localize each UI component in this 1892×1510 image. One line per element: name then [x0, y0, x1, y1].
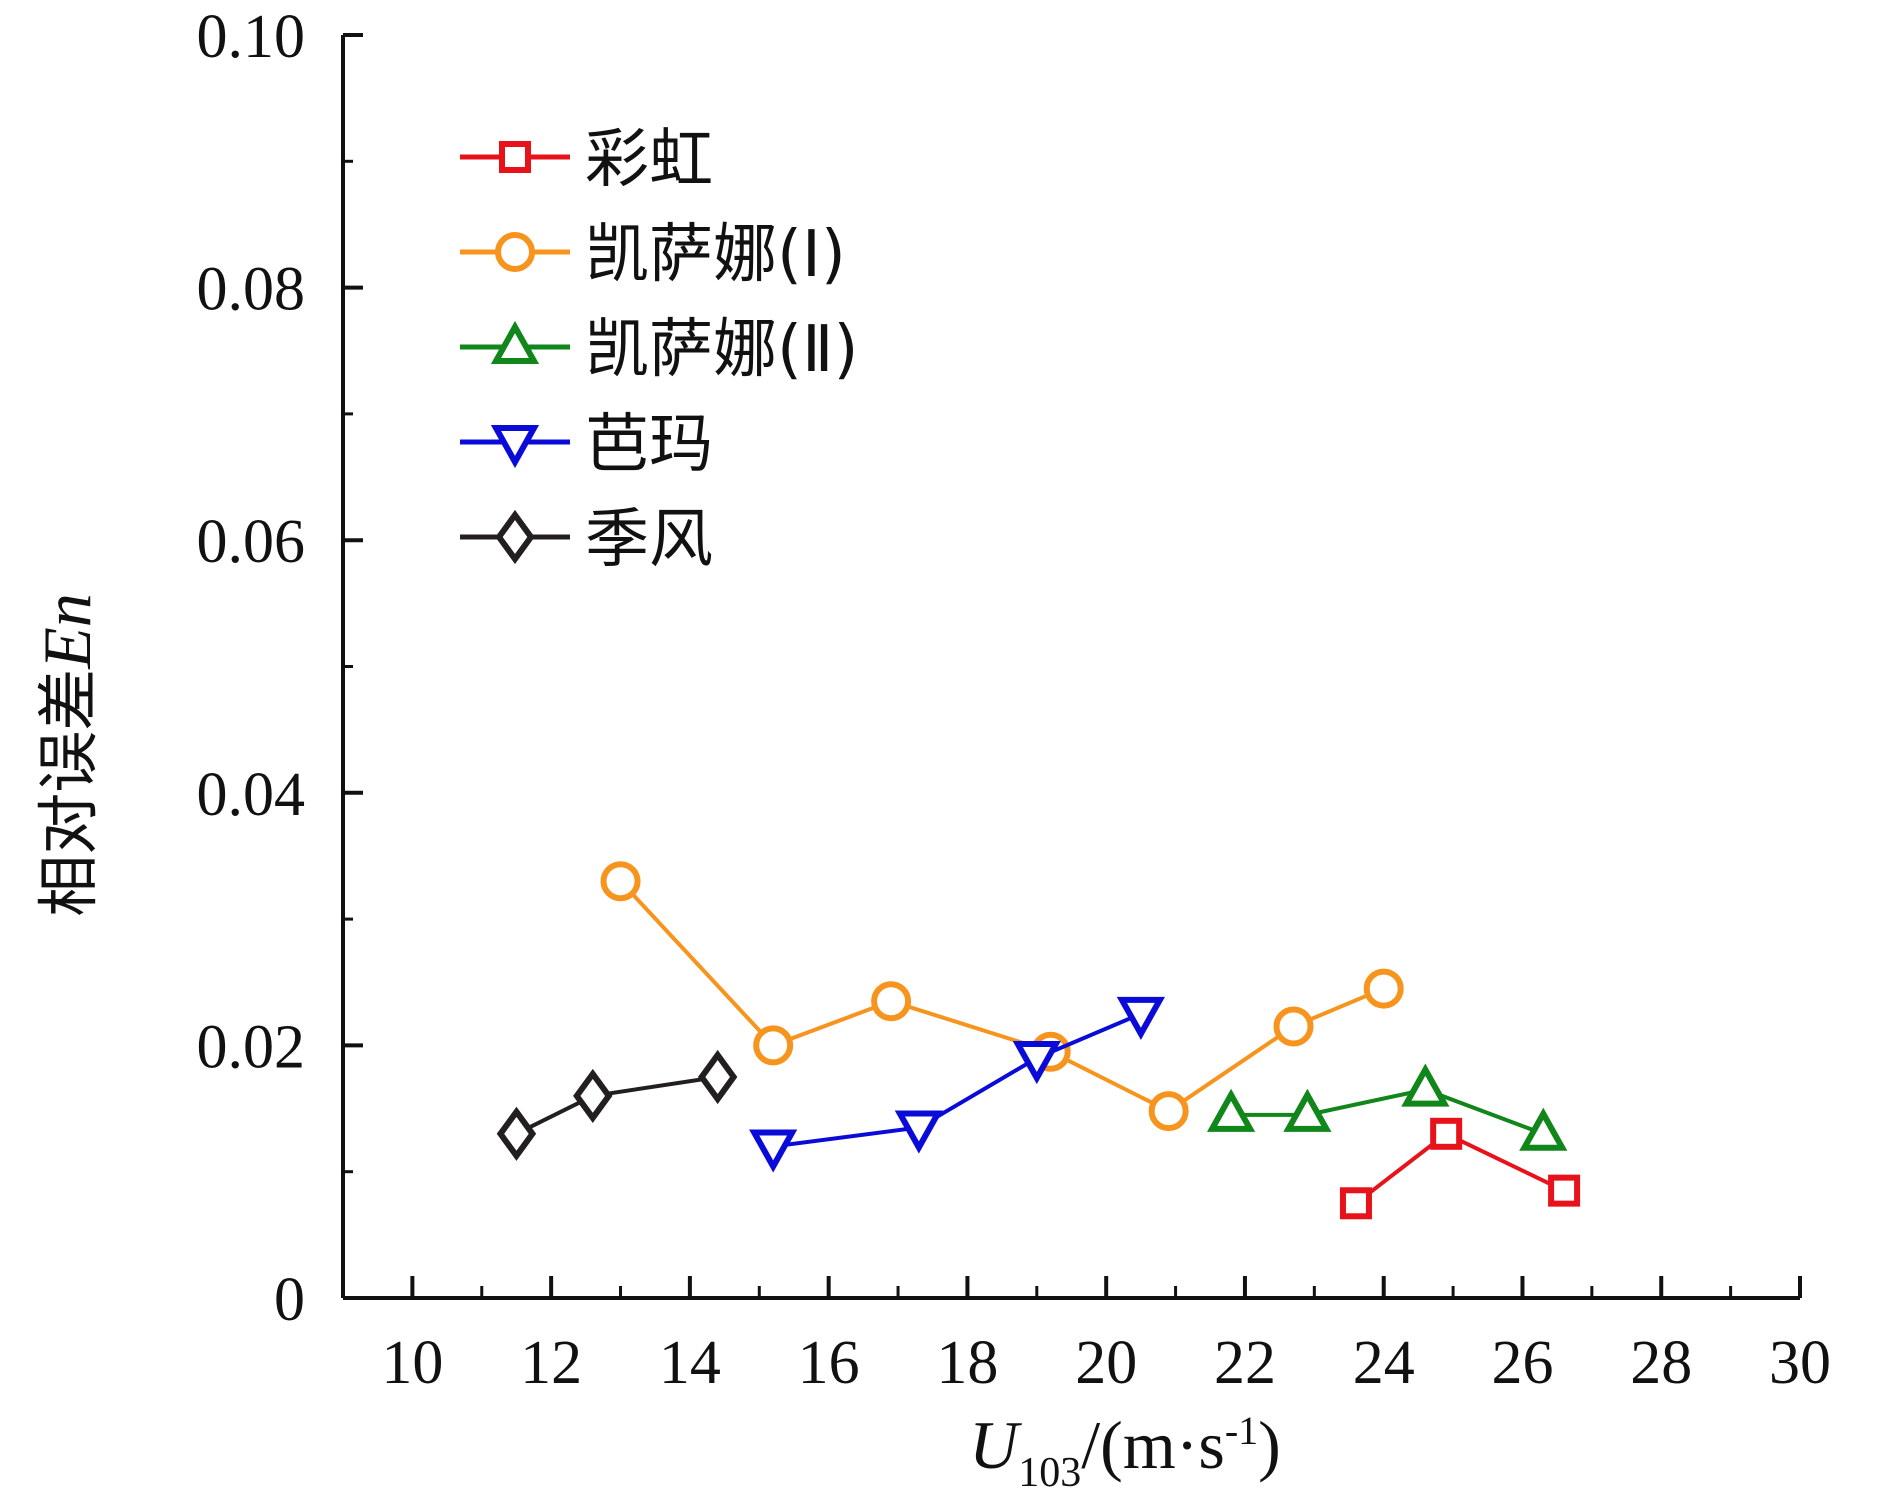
data-point [749, 1129, 798, 1173]
x-tick-label: 28 [1630, 1329, 1692, 1397]
legend-label: 凯萨娜(Ⅱ) [585, 313, 858, 387]
y-axis-title-text: 相对误差 [36, 669, 104, 917]
series-3 [749, 996, 1165, 1173]
data-point [1519, 1107, 1568, 1151]
legend-label: 芭玛 [585, 408, 713, 482]
x-tick-label: 20 [1075, 1329, 1137, 1397]
axes [341, 35, 1800, 1300]
y-axis-title: 相对误差En [29, 593, 105, 917]
data-point [573, 1068, 613, 1124]
x-axis-title: U103/(m·s-1) [969, 1407, 1281, 1496]
legend-marker [490, 320, 540, 364]
x-axis-title-unit: /(m·s [1081, 1407, 1225, 1483]
legend-label: 彩虹 [585, 123, 713, 197]
data-point [1339, 1187, 1372, 1220]
x-axis-title-sup: -1 [1225, 1408, 1258, 1453]
data-point [894, 1110, 943, 1154]
data-point [600, 861, 641, 902]
y-tick-label: 0.08 [197, 256, 306, 324]
data-point [1430, 1117, 1463, 1150]
x-tick-label: 22 [1214, 1329, 1276, 1397]
ticks: 0 0.02 0.04 0.06 0.08 0.10 10 12 14 16 18 20 22 24 26 2… [197, 3, 1832, 1397]
legend-marker [495, 509, 535, 565]
legend-marker [490, 425, 540, 469]
y-tick-label: 0.10 [197, 3, 306, 71]
data-point [1012, 1041, 1061, 1085]
legend-item-0: 彩虹 [460, 123, 713, 197]
svg-text:相对误差En: 相对误差En [29, 593, 105, 917]
x-tick-label: 18 [936, 1329, 998, 1397]
series-line [515, 1074, 718, 1136]
series-line [772, 1011, 1142, 1149]
legend-item-1: 凯萨娜(Ⅰ) [460, 218, 846, 292]
data-point [1548, 1174, 1581, 1207]
legend-label: 季风 [585, 503, 713, 577]
series-0 [1339, 1117, 1581, 1220]
data-point [1283, 1088, 1332, 1132]
y-tick-label: 0 [274, 1266, 305, 1334]
x-tick-label: 10 [381, 1329, 443, 1397]
y-tick-label: 0.04 [197, 761, 306, 829]
x-axis-title-var: U [969, 1407, 1022, 1483]
x-axis-title-sub: 103 [1018, 1450, 1081, 1496]
x-tick-label: 26 [1491, 1329, 1553, 1397]
legend-item-3: 芭玛 [460, 408, 713, 482]
legend-label: 凯萨娜(Ⅰ) [585, 218, 846, 292]
series-2 [1206, 1063, 1568, 1151]
x-tick-label: 14 [659, 1329, 721, 1397]
series-group [496, 861, 1581, 1220]
x-tick-label: 24 [1353, 1329, 1415, 1397]
series-4 [496, 1049, 738, 1161]
y-tick-label: 0.06 [197, 508, 306, 576]
data-point [871, 981, 912, 1022]
y-tick-label: 0.02 [197, 1013, 306, 1081]
data-point [1206, 1088, 1256, 1132]
legend-item-4: 季风 [460, 503, 713, 577]
series-line [1231, 1087, 1544, 1136]
y-axis-title-var: En [29, 593, 105, 670]
data-point [753, 1025, 794, 1066]
x-tick-label: 30 [1769, 1329, 1831, 1397]
data-point [1363, 968, 1404, 1009]
data-point [697, 1049, 738, 1105]
x-axis-title-close: ) [1258, 1407, 1281, 1483]
legend-item-2: 凯萨娜(Ⅱ) [460, 313, 858, 387]
data-point [1273, 1006, 1314, 1047]
legend-marker [495, 232, 535, 272]
x-tick-label: 16 [798, 1329, 860, 1397]
data-point [496, 1106, 537, 1161]
data-point [1148, 1091, 1189, 1132]
data-point [1116, 996, 1165, 1040]
svg-text:U103/(m·s-1): U103/(m·s-1) [969, 1407, 1281, 1496]
x-tick-label: 12 [520, 1329, 582, 1397]
legend-marker [499, 141, 531, 173]
data-point [1401, 1063, 1450, 1107]
